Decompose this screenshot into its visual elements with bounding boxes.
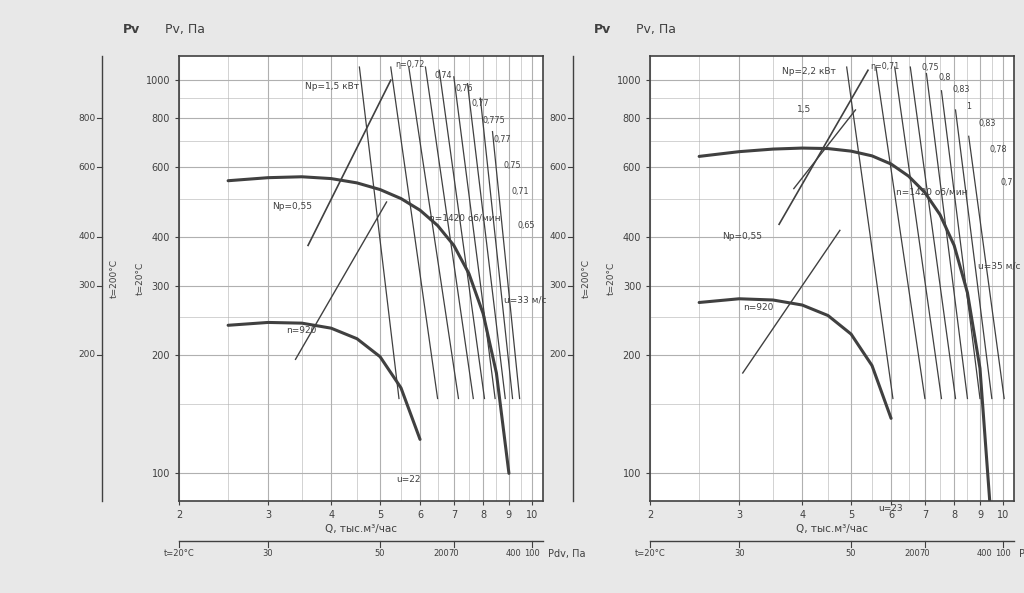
Text: t=20°C: t=20°C — [607, 262, 615, 295]
Text: 70: 70 — [920, 549, 930, 557]
Text: 200: 200 — [433, 549, 449, 557]
Text: 0,76: 0,76 — [456, 84, 473, 93]
Text: 400: 400 — [977, 549, 992, 557]
Text: 0,7: 0,7 — [1000, 178, 1013, 187]
Text: 0,78: 0,78 — [990, 145, 1008, 154]
Text: 0,65: 0,65 — [518, 221, 536, 230]
Text: 200: 200 — [904, 549, 920, 557]
Text: Pv: Pv — [594, 23, 611, 36]
Text: n=920: n=920 — [742, 303, 773, 312]
Text: t=20°C: t=20°C — [136, 262, 144, 295]
Text: t=20°C: t=20°C — [164, 549, 195, 557]
Text: Pdv, Па: Pdv, Па — [548, 549, 586, 559]
Text: Nр=1,5 кВт: Nр=1,5 кВт — [305, 82, 359, 91]
Text: 100: 100 — [995, 549, 1011, 557]
Text: 800: 800 — [78, 114, 95, 123]
Text: 200: 200 — [549, 350, 566, 359]
X-axis label: Q, тыс.м³/час: Q, тыс.м³/час — [796, 524, 868, 534]
Text: 600: 600 — [549, 163, 566, 172]
Text: 30: 30 — [734, 549, 744, 557]
Text: 0,75: 0,75 — [504, 161, 521, 170]
Text: 1,5: 1,5 — [797, 105, 811, 114]
Text: Pv, Па: Pv, Па — [636, 23, 676, 36]
Text: n=1420 об/мин: n=1420 об/мин — [429, 213, 501, 222]
Text: 0,75: 0,75 — [922, 63, 939, 72]
Text: 0,77: 0,77 — [472, 99, 489, 108]
Text: 0,775: 0,775 — [482, 116, 505, 125]
Text: Pdv, Па: Pdv, Па — [1019, 549, 1024, 559]
Text: t=20°C: t=20°C — [635, 549, 666, 557]
Text: 600: 600 — [78, 163, 95, 172]
Text: 100: 100 — [524, 549, 540, 557]
Text: Nр=0,55: Nр=0,55 — [271, 202, 311, 211]
Text: 300: 300 — [78, 281, 95, 290]
Text: 400: 400 — [78, 232, 95, 241]
Text: t=200°C: t=200°C — [111, 259, 119, 298]
Text: Pv: Pv — [123, 23, 140, 36]
Text: 0,8: 0,8 — [939, 74, 951, 82]
Text: η=0,71: η=0,71 — [870, 62, 899, 71]
Text: 30: 30 — [263, 549, 273, 557]
Text: 200: 200 — [78, 350, 95, 359]
Text: Nр=2,2 кВт: Nр=2,2 кВт — [782, 66, 836, 75]
X-axis label: Q, тыс.м³/час: Q, тыс.м³/час — [325, 524, 397, 534]
Text: 50: 50 — [846, 549, 856, 557]
Text: Nр=0,55: Nр=0,55 — [722, 232, 763, 241]
Text: n=1420 об/мин: n=1420 об/мин — [896, 187, 968, 196]
Text: 800: 800 — [549, 114, 566, 123]
Text: Pv, Па: Pv, Па — [165, 23, 205, 36]
Text: 1: 1 — [966, 102, 971, 111]
Text: t=200°C: t=200°C — [582, 259, 590, 298]
Text: 400: 400 — [506, 549, 521, 557]
Text: u=35 м/с: u=35 м/с — [978, 262, 1021, 270]
Text: 0,71: 0,71 — [511, 187, 528, 196]
Text: n=920: n=920 — [286, 326, 316, 334]
Text: 0,74: 0,74 — [434, 71, 452, 80]
Text: u=22: u=22 — [396, 475, 421, 484]
Text: 0,77: 0,77 — [494, 135, 511, 144]
Text: 70: 70 — [449, 549, 459, 557]
Text: 50: 50 — [375, 549, 385, 557]
Text: u=33 м/с: u=33 м/с — [505, 295, 547, 304]
Text: 0,83: 0,83 — [978, 119, 995, 128]
Text: 0,83: 0,83 — [952, 85, 970, 94]
Text: η=0,72: η=0,72 — [395, 60, 424, 69]
Text: u=23: u=23 — [878, 505, 902, 514]
Text: 400: 400 — [549, 232, 566, 241]
Text: 300: 300 — [549, 281, 566, 290]
